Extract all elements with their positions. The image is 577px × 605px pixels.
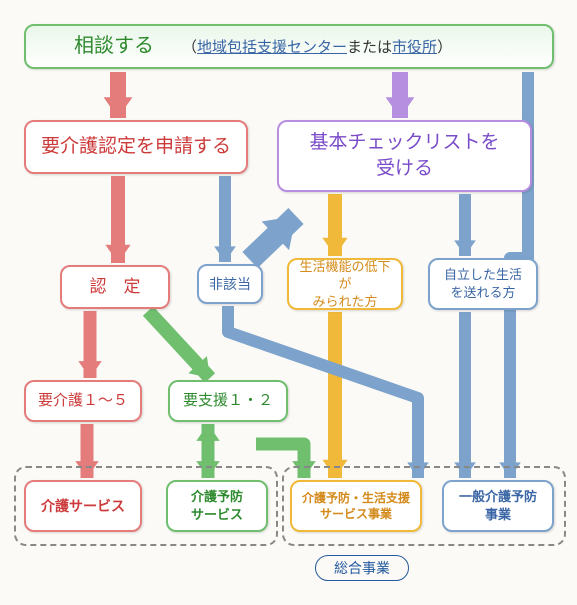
node-n_shien12: 要支援１・２ — [168, 380, 288, 422]
node-label: 自立した生活を送れる方 — [444, 266, 522, 301]
node-label: 要介護１～５ — [38, 391, 128, 411]
top-sub: （地域包括支援センターまたは市役所） — [182, 36, 452, 57]
node-label: 介護予防サービス — [191, 488, 243, 523]
node-label: 介護サービス — [41, 497, 125, 516]
node-n_purple: 基本チェックリストを受ける — [277, 120, 532, 192]
node-label: 一般介護予防事業 — [459, 488, 537, 523]
node-n_nintei: 認 定 — [60, 265, 170, 309]
node-n_jiritsu: 自立した生活を送れる方 — [428, 258, 538, 310]
node-n_svc2: 介護予防サービス — [166, 480, 268, 532]
node-n_svc4: 一般介護予防事業 — [442, 480, 554, 532]
node-n_teika: 生活機能の低下がみられた方 — [287, 258, 403, 310]
node-label: 基本チェックリストを受ける — [309, 130, 499, 181]
node-label: 認 定 — [90, 276, 141, 299]
node-label: 介護予防・生活支援サービス事業 — [302, 490, 410, 522]
top-main: 相談する — [74, 33, 154, 60]
node-n_svc1: 介護サービス — [24, 480, 142, 532]
node-n_svc3: 介護予防・生活支援サービス事業 — [290, 480, 422, 532]
node-label: 生活機能の低下がみられた方 — [295, 258, 395, 311]
node-n_higaito: 非該当 — [197, 264, 263, 304]
node-label: 要介護認定を申請する — [41, 134, 231, 160]
bottom-label: 総合事業 — [315, 555, 409, 581]
node-n_top: 相談する （地域包括支援センターまたは市役所） — [24, 24, 554, 69]
node-n_kaigo15: 要介護１～５ — [24, 380, 142, 422]
node-label: 非該当 — [209, 275, 251, 294]
node-label: 要支援１・２ — [183, 391, 273, 411]
node-n_red: 要介護認定を申請する — [24, 120, 248, 174]
